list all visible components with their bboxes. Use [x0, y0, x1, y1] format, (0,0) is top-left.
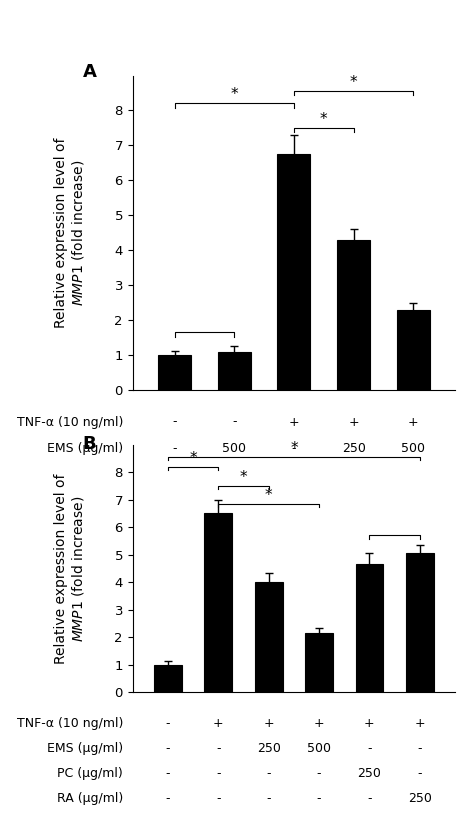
Bar	[255, 582, 283, 692]
Text: -: -	[232, 415, 237, 429]
Text: -: -	[367, 742, 372, 755]
Text: +: +	[348, 415, 359, 429]
Text: B: B	[83, 435, 96, 453]
Text: TNF-α (10 ng/ml): TNF-α (10 ng/ml)	[17, 415, 123, 429]
Text: -: -	[166, 767, 170, 780]
Text: +: +	[264, 717, 274, 730]
Text: -: -	[216, 767, 220, 780]
Text: -: -	[367, 792, 372, 805]
Text: EMS (μg/ml): EMS (μg/ml)	[47, 742, 123, 755]
Bar	[277, 154, 310, 390]
Text: -: -	[266, 767, 271, 780]
Text: -: -	[216, 742, 220, 755]
Text: 250: 250	[342, 442, 365, 456]
Text: 250: 250	[357, 767, 382, 780]
Text: RA (μg/ml): RA (μg/ml)	[57, 792, 123, 805]
Text: 500: 500	[307, 742, 331, 755]
Text: -: -	[266, 792, 271, 805]
Text: 500: 500	[222, 442, 246, 456]
Bar	[397, 310, 429, 390]
Text: +: +	[414, 717, 425, 730]
Bar	[204, 513, 232, 692]
Text: *: *	[189, 451, 197, 466]
Bar	[218, 352, 251, 390]
Text: +: +	[289, 415, 299, 429]
Bar	[356, 565, 383, 692]
Text: Relative expression level of
$MMP1$ (fold increase): Relative expression level of $MMP1$ (fol…	[54, 138, 86, 328]
Text: -: -	[166, 717, 170, 730]
Text: 250: 250	[408, 792, 432, 805]
Text: EMS (μg/ml): EMS (μg/ml)	[47, 442, 123, 456]
Text: +: +	[364, 717, 375, 730]
Bar	[305, 633, 333, 692]
Text: *: *	[240, 470, 247, 485]
Text: -: -	[418, 767, 422, 780]
Text: *: *	[320, 112, 328, 127]
Text: -: -	[172, 415, 177, 429]
Bar	[406, 553, 434, 692]
Text: -: -	[166, 792, 170, 805]
Text: -: -	[317, 767, 321, 780]
Text: -: -	[292, 442, 296, 456]
Text: Relative expression level of
$MMP1$ (fold increase): Relative expression level of $MMP1$ (fol…	[54, 473, 86, 664]
Text: A: A	[83, 63, 97, 81]
Text: TNF-α (10 ng/ml): TNF-α (10 ng/ml)	[17, 717, 123, 730]
Text: *: *	[350, 75, 357, 90]
Text: -: -	[418, 742, 422, 755]
Text: -: -	[172, 442, 177, 456]
Text: -: -	[216, 792, 220, 805]
Text: PC (μg/ml): PC (μg/ml)	[57, 767, 123, 780]
Text: -: -	[317, 792, 321, 805]
Text: *: *	[290, 441, 298, 456]
Text: +: +	[408, 415, 419, 429]
Text: -: -	[166, 742, 170, 755]
Text: 250: 250	[257, 742, 281, 755]
Bar	[337, 240, 370, 390]
Text: *: *	[265, 487, 273, 503]
Text: +: +	[314, 717, 324, 730]
Bar	[154, 664, 182, 692]
Bar	[158, 355, 191, 390]
Text: +: +	[213, 717, 224, 730]
Text: 500: 500	[401, 442, 425, 456]
Text: *: *	[230, 87, 238, 102]
